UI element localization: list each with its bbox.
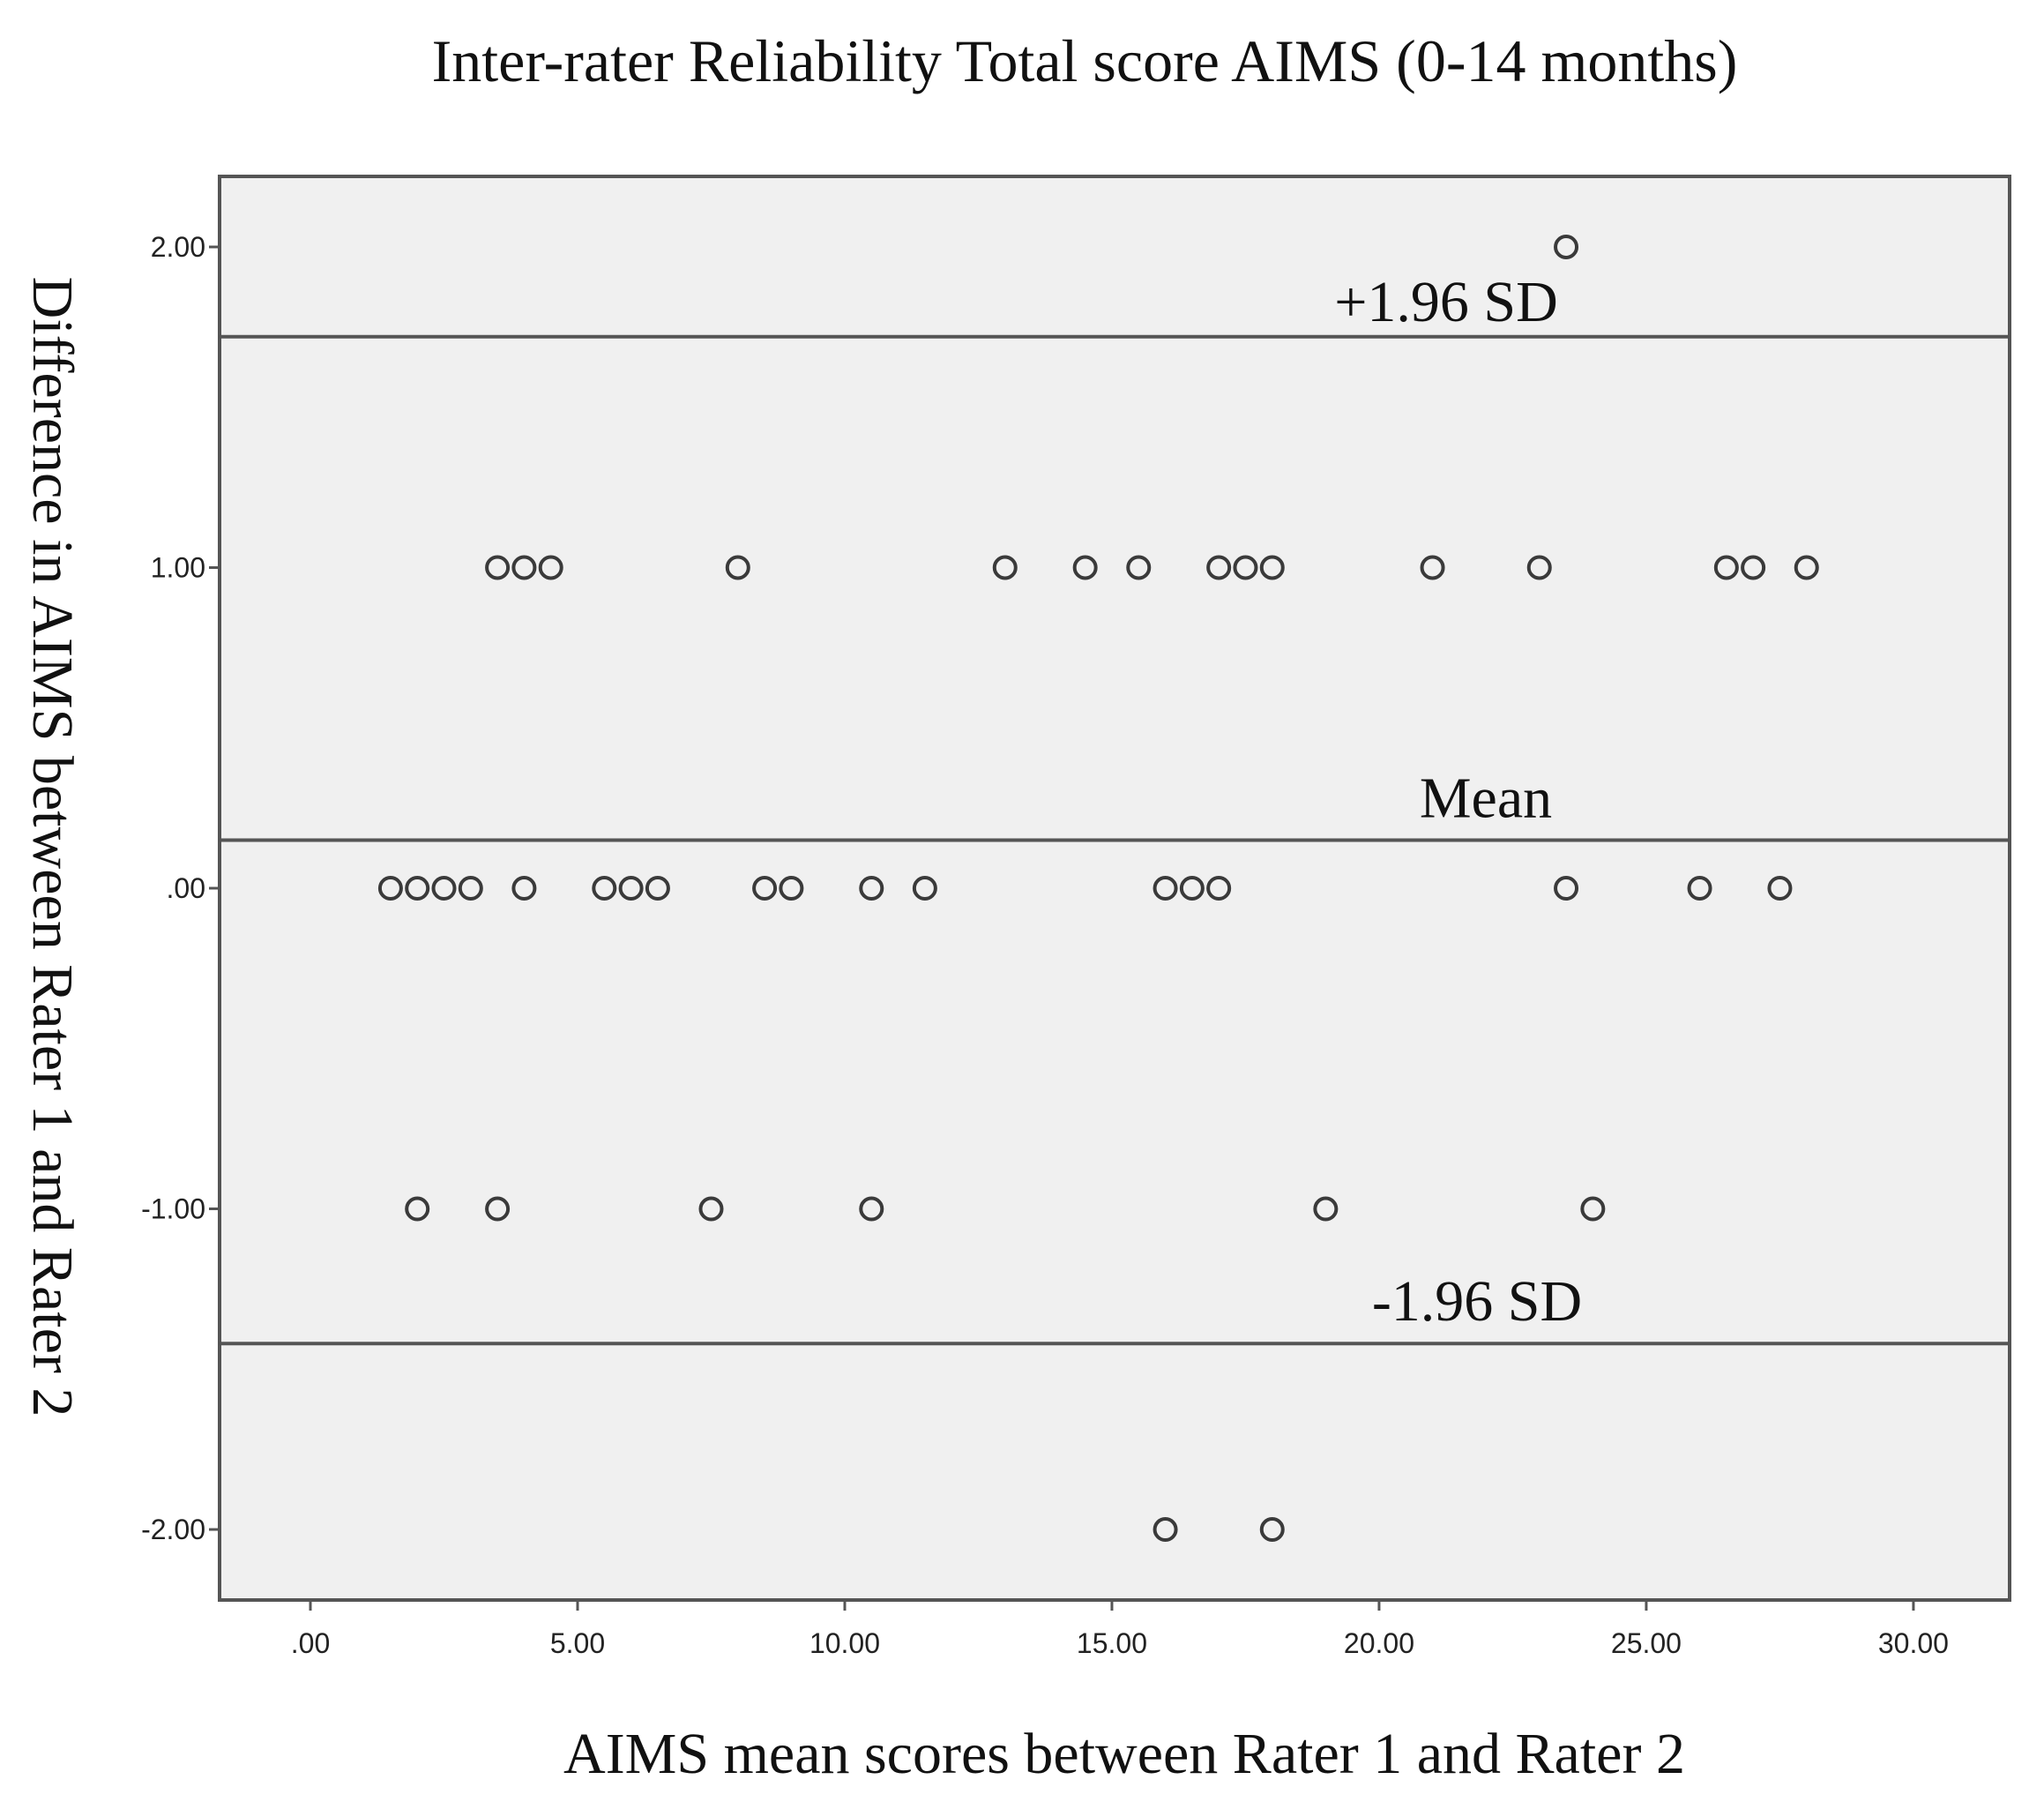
data-point xyxy=(618,876,644,901)
x-tick-label: 30.00 xyxy=(1878,1627,1949,1659)
data-point xyxy=(992,555,1018,580)
reference-line-label: -1.96 SD xyxy=(1372,1269,1582,1334)
data-point xyxy=(405,1196,430,1222)
x-tick-label: 15.00 xyxy=(1077,1627,1147,1659)
chart-title: Inter-rater Reliability Total score AIMS… xyxy=(432,27,1738,94)
data-point xyxy=(538,555,563,580)
data-point xyxy=(1179,876,1205,901)
y-tick-label: -1.00 xyxy=(141,1193,205,1225)
y-tick-label: .00 xyxy=(167,872,205,904)
data-point xyxy=(725,555,750,580)
x-tick-label: 10.00 xyxy=(809,1627,880,1659)
plot-area xyxy=(218,175,2011,1602)
data-point xyxy=(859,1196,884,1222)
data-point xyxy=(1259,555,1285,580)
data-point xyxy=(1153,876,1178,901)
data-point xyxy=(511,876,537,901)
data-point xyxy=(485,1196,511,1222)
data-point xyxy=(377,876,403,901)
x-tick-label: 20.00 xyxy=(1344,1627,1414,1659)
reference-line-label: Mean xyxy=(1420,766,1552,830)
x-axis-label: AIMS mean scores between Rater 1 and Rat… xyxy=(563,1722,1685,1786)
data-point xyxy=(1741,555,1766,580)
y-tick-label: -2.00 xyxy=(141,1514,205,1545)
data-point xyxy=(1794,555,1819,580)
y-axis: 2.00 1.00 .00 -1.00 -2.00 xyxy=(141,231,220,1545)
data-point xyxy=(1206,876,1232,901)
data-point xyxy=(1206,555,1232,580)
data-point xyxy=(592,876,617,901)
y-tick-label: 2.00 xyxy=(151,231,205,263)
data-point xyxy=(1526,555,1552,580)
data-point xyxy=(485,555,511,580)
data-point xyxy=(1580,1196,1606,1222)
x-tick-label: 25.00 xyxy=(1611,1627,1682,1659)
data-point xyxy=(645,876,670,901)
x-tick-label: 5.00 xyxy=(550,1627,605,1659)
data-point xyxy=(431,876,457,901)
data-point xyxy=(1554,876,1579,901)
data-point xyxy=(458,876,483,901)
data-point xyxy=(1233,555,1258,580)
y-axis-label: Difference in AIMS between Rater 1 and R… xyxy=(20,277,85,1417)
data-point xyxy=(1687,876,1712,901)
y-tick-label: 1.00 xyxy=(151,551,205,583)
data-point xyxy=(1767,876,1793,901)
data-point xyxy=(752,876,778,901)
x-axis: .00 5.00 10.00 15.00 20.00 25.00 30.00 xyxy=(291,1600,1949,1659)
data-point xyxy=(1713,555,1739,580)
data-point xyxy=(1259,1517,1285,1543)
data-point xyxy=(859,876,884,901)
data-point xyxy=(912,876,937,901)
data-point xyxy=(405,876,430,901)
data-point xyxy=(1153,1517,1178,1543)
data-point xyxy=(1313,1196,1339,1222)
data-point xyxy=(698,1196,724,1222)
data-point xyxy=(511,555,537,580)
data-point xyxy=(1554,234,1579,259)
data-points xyxy=(377,234,1819,1543)
data-point xyxy=(1126,555,1152,580)
data-point xyxy=(1420,555,1445,580)
x-tick-label: .00 xyxy=(291,1627,330,1659)
reference-lines: +1.96 SD Mean -1.96 SD xyxy=(220,270,2010,1346)
reference-line-label: +1.96 SD xyxy=(1334,270,1558,334)
data-point xyxy=(1072,555,1098,580)
data-point xyxy=(779,876,804,901)
